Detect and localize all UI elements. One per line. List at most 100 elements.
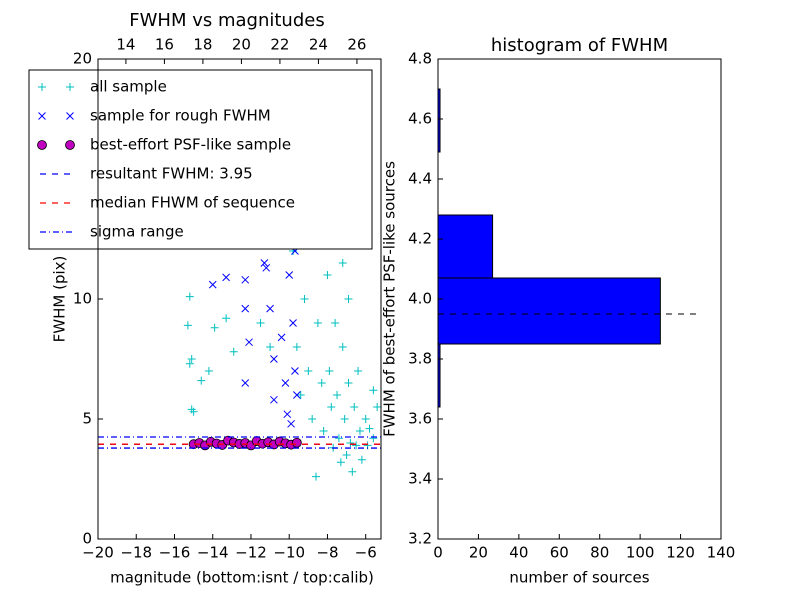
x-tick-label: 140 — [707, 544, 736, 562]
marker — [348, 467, 357, 476]
x2-tick-label: 18 — [193, 36, 212, 54]
x2-tick-label: 20 — [232, 36, 251, 54]
marker — [342, 451, 351, 459]
marker — [262, 263, 271, 272]
marker — [270, 395, 278, 404]
y-tick-label: 4.8 — [408, 50, 432, 68]
legend-label: all sample — [90, 78, 167, 96]
x-tick-label: 0 — [433, 544, 443, 562]
marker — [308, 415, 317, 423]
marker — [66, 83, 74, 91]
x-tick-label: 120 — [666, 544, 695, 562]
marker — [256, 319, 265, 327]
marker — [245, 338, 253, 347]
y-axis-label: FWHM (pix) — [51, 256, 69, 343]
legend: all sample sample for rough FWHM best-effo… — [28, 69, 373, 250]
x2-tick-label: 16 — [155, 36, 174, 54]
marker — [355, 427, 364, 435]
marker — [317, 379, 326, 387]
marker — [241, 275, 250, 284]
y-tick-label: 3.2 — [408, 530, 432, 548]
x-tick-label: −14 — [197, 544, 229, 562]
legend-label: sigma range — [90, 223, 184, 241]
y-tick-label: 4.4 — [408, 170, 432, 188]
x-tick-label: 40 — [509, 544, 528, 562]
legend-label: best-effort PSF-like sample — [90, 136, 291, 154]
marker — [210, 323, 219, 332]
marker — [346, 439, 355, 447]
marker — [283, 410, 292, 419]
legend-label: resultant FWHM: 3.95 — [90, 165, 253, 183]
marker — [189, 407, 198, 416]
x2-tick-label: 26 — [347, 36, 366, 54]
marker — [277, 333, 286, 342]
marker — [241, 379, 250, 387]
y-tick-label: 0 — [82, 530, 92, 548]
y-tick-label: 4.0 — [408, 290, 432, 308]
marker — [266, 343, 275, 351]
x-axis-label: magnitude (bottom:isnt / top:calib) — [110, 569, 374, 587]
marker — [185, 292, 194, 301]
marker — [352, 441, 361, 450]
y-tick-label: 3.4 — [408, 470, 432, 488]
marker — [313, 319, 322, 327]
marker — [304, 367, 313, 375]
marker — [187, 355, 196, 363]
x-axis-label: number of sources — [509, 569, 649, 587]
legend-label: sample for rough FWHM — [90, 107, 271, 125]
x-tick-label: 80 — [590, 544, 609, 562]
y-tick-label: 4.2 — [408, 230, 432, 248]
y-tick-label: 20 — [73, 50, 92, 68]
marker — [292, 343, 301, 351]
marker — [331, 319, 340, 327]
marker — [208, 280, 217, 289]
marker — [66, 112, 74, 120]
marker — [357, 455, 366, 464]
histogram-bar — [437, 277, 661, 345]
marker — [291, 437, 302, 448]
x-tick-label: 20 — [469, 544, 488, 562]
marker — [229, 347, 238, 356]
marker — [311, 472, 320, 481]
x-tick-label: −10 — [273, 544, 305, 562]
marker — [270, 355, 278, 363]
marker — [222, 314, 231, 323]
marker — [266, 304, 274, 313]
marker — [37, 140, 47, 150]
x2-tick-label: 14 — [116, 36, 135, 54]
marker — [222, 273, 230, 282]
x-tick-label: −16 — [159, 544, 191, 562]
y-tick-label: 3.8 — [408, 350, 432, 368]
marker — [291, 367, 299, 375]
marker — [204, 367, 213, 375]
marker — [340, 415, 349, 423]
marker — [369, 434, 378, 443]
marker — [327, 403, 336, 411]
y-tick-label: 4.6 — [408, 110, 432, 128]
axes-title: histogram of FWHM — [491, 35, 668, 56]
marker — [325, 367, 334, 375]
marker — [197, 376, 206, 385]
x2-tick-label: 24 — [309, 36, 328, 54]
marker — [319, 427, 328, 435]
marker — [365, 424, 374, 433]
marker — [333, 391, 342, 399]
marker — [285, 271, 294, 279]
marker — [38, 83, 46, 91]
marker — [183, 321, 192, 330]
marker — [185, 359, 194, 368]
axes-title: FWHM vs magnitudes — [129, 10, 324, 31]
marker — [323, 271, 332, 279]
marker — [241, 304, 250, 313]
marker — [287, 419, 295, 428]
legend-label: median FHWM of sequence — [90, 194, 295, 212]
marker — [293, 391, 301, 399]
marker — [281, 379, 290, 387]
marker — [354, 367, 363, 375]
y-tick-label: 10 — [73, 290, 92, 308]
x-tick-label: 100 — [626, 544, 655, 562]
marker — [344, 379, 353, 387]
y-axis-label: FWHM of best-effort PSF-like sources — [381, 161, 399, 437]
y-tick-label: 5 — [82, 410, 92, 428]
